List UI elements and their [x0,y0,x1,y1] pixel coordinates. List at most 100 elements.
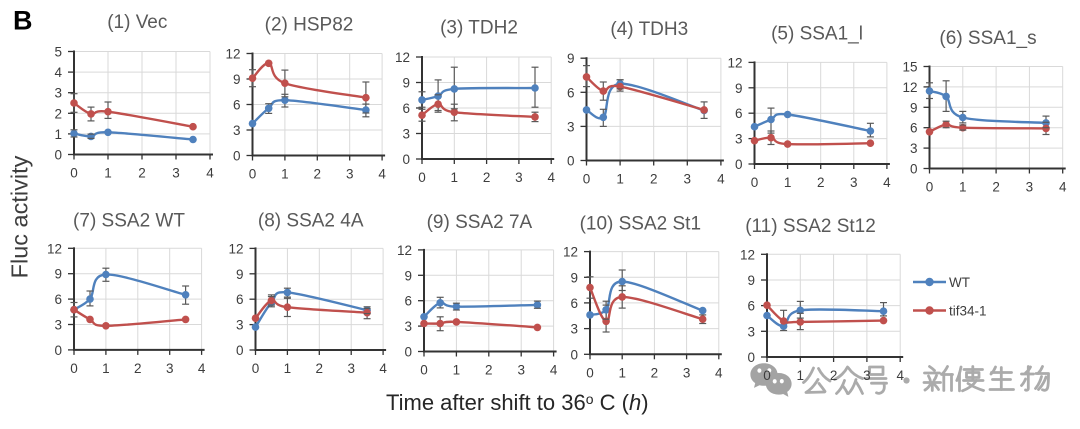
svg-text:3: 3 [54,318,62,333]
svg-text:1: 1 [453,363,461,378]
svg-text:3: 3 [404,319,412,334]
svg-text:2: 2 [314,167,322,182]
svg-text:3: 3 [402,127,410,142]
svg-text:(3) TDH2: (3) TDH2 [440,18,518,39]
svg-text:0: 0 [747,350,755,365]
svg-text:12: 12 [902,80,917,95]
svg-text:(5) SSA1_l: (5) SSA1_l [771,24,863,45]
svg-text:0: 0 [910,162,918,177]
svg-text:(10) SSA2 St1: (10) SSA2 St1 [580,214,701,235]
svg-text:3: 3 [166,361,174,376]
svg-text:2: 2 [817,175,825,190]
svg-text:(2) HSP82: (2) HSP82 [265,15,354,36]
svg-text:3: 3 [683,365,691,380]
svg-text:0: 0 [54,148,62,163]
svg-text:3: 3 [910,141,918,156]
svg-text:Time after shift to 36o C (h): Time after shift to 36o C (h) [386,390,649,415]
svg-text:2: 2 [651,365,659,380]
svg-text:6: 6 [910,121,918,136]
svg-text:tif34-1: tif34-1 [949,304,987,319]
svg-text:1: 1 [281,167,289,182]
svg-text:9: 9 [404,268,412,283]
svg-text:4: 4 [379,361,387,376]
svg-text:3: 3 [347,361,355,376]
svg-text:9: 9 [570,270,578,285]
svg-text:1: 1 [102,361,110,376]
svg-text:(11) SSA2 St12: (11) SSA2 St12 [745,216,876,237]
svg-text:1: 1 [104,166,112,181]
svg-text:6: 6 [735,106,743,121]
svg-text:0: 0 [586,365,594,380]
svg-text:3: 3 [172,166,180,181]
svg-text:3: 3 [233,123,241,138]
svg-text:(1) Vec: (1) Vec [107,12,167,33]
svg-text:3: 3 [850,175,858,190]
svg-text:4: 4 [715,365,723,380]
svg-text:6: 6 [404,294,412,309]
svg-text:12: 12 [395,50,410,65]
svg-text:0: 0 [570,347,578,362]
svg-text:9: 9 [567,51,575,66]
svg-text:1: 1 [451,170,459,185]
svg-text:4: 4 [54,65,62,80]
svg-text:2: 2 [992,180,1000,195]
svg-text:2: 2 [138,166,146,181]
svg-text:0: 0 [567,154,575,169]
svg-text:3: 3 [54,86,62,101]
svg-text:3: 3 [236,318,244,333]
svg-text:5: 5 [54,45,62,60]
svg-text:3: 3 [735,132,743,147]
svg-text:1: 1 [784,175,792,190]
svg-text:12: 12 [727,55,742,70]
svg-text:9: 9 [236,267,244,282]
svg-text:2: 2 [650,172,658,187]
svg-text:3: 3 [515,170,523,185]
svg-text:WT: WT [949,275,970,290]
svg-text:6: 6 [747,299,755,314]
svg-text:9: 9 [402,76,410,91]
svg-text:1: 1 [284,361,292,376]
svg-text:3: 3 [570,322,578,337]
svg-text:2: 2 [316,361,324,376]
svg-text:1: 1 [797,368,805,383]
svg-text:12: 12 [397,243,412,258]
svg-text:9: 9 [54,267,62,282]
svg-text:9: 9 [735,81,743,96]
svg-text:0: 0 [402,152,410,167]
svg-text:0: 0 [233,149,241,164]
svg-text:15: 15 [902,60,917,75]
svg-text:4: 4 [547,170,555,185]
svg-text:12: 12 [740,247,755,262]
svg-text:2: 2 [830,368,838,383]
svg-text:0: 0 [763,368,771,383]
svg-text:4: 4 [378,167,386,182]
svg-text:0: 0 [926,180,934,195]
svg-text:0: 0 [249,167,257,182]
svg-text:6: 6 [233,98,241,113]
svg-text:4: 4 [896,368,904,383]
svg-text:4: 4 [198,361,206,376]
svg-text:1: 1 [54,127,62,142]
svg-text:12: 12 [47,241,62,256]
svg-text:2: 2 [485,363,493,378]
svg-text:6: 6 [236,292,244,307]
svg-text:0: 0 [735,157,743,172]
svg-text:2: 2 [54,106,62,121]
svg-text:3: 3 [863,368,871,383]
svg-text:(9) SSA2 7A: (9) SSA2 7A [427,212,533,233]
svg-text:Fluc activity: Fluc activity [7,155,33,278]
svg-text:4: 4 [206,166,214,181]
svg-text:2: 2 [134,361,142,376]
svg-text:2: 2 [483,170,491,185]
svg-text:6: 6 [567,85,575,100]
svg-text:6: 6 [570,296,578,311]
svg-text:0: 0 [751,175,759,190]
svg-text:9: 9 [747,273,755,288]
svg-text:3: 3 [747,324,755,339]
svg-text:0: 0 [252,361,260,376]
svg-text:3: 3 [346,167,354,182]
svg-text:0: 0 [404,345,412,360]
svg-text:4: 4 [1059,180,1067,195]
svg-text:4: 4 [717,172,725,187]
svg-text:9: 9 [910,100,918,115]
